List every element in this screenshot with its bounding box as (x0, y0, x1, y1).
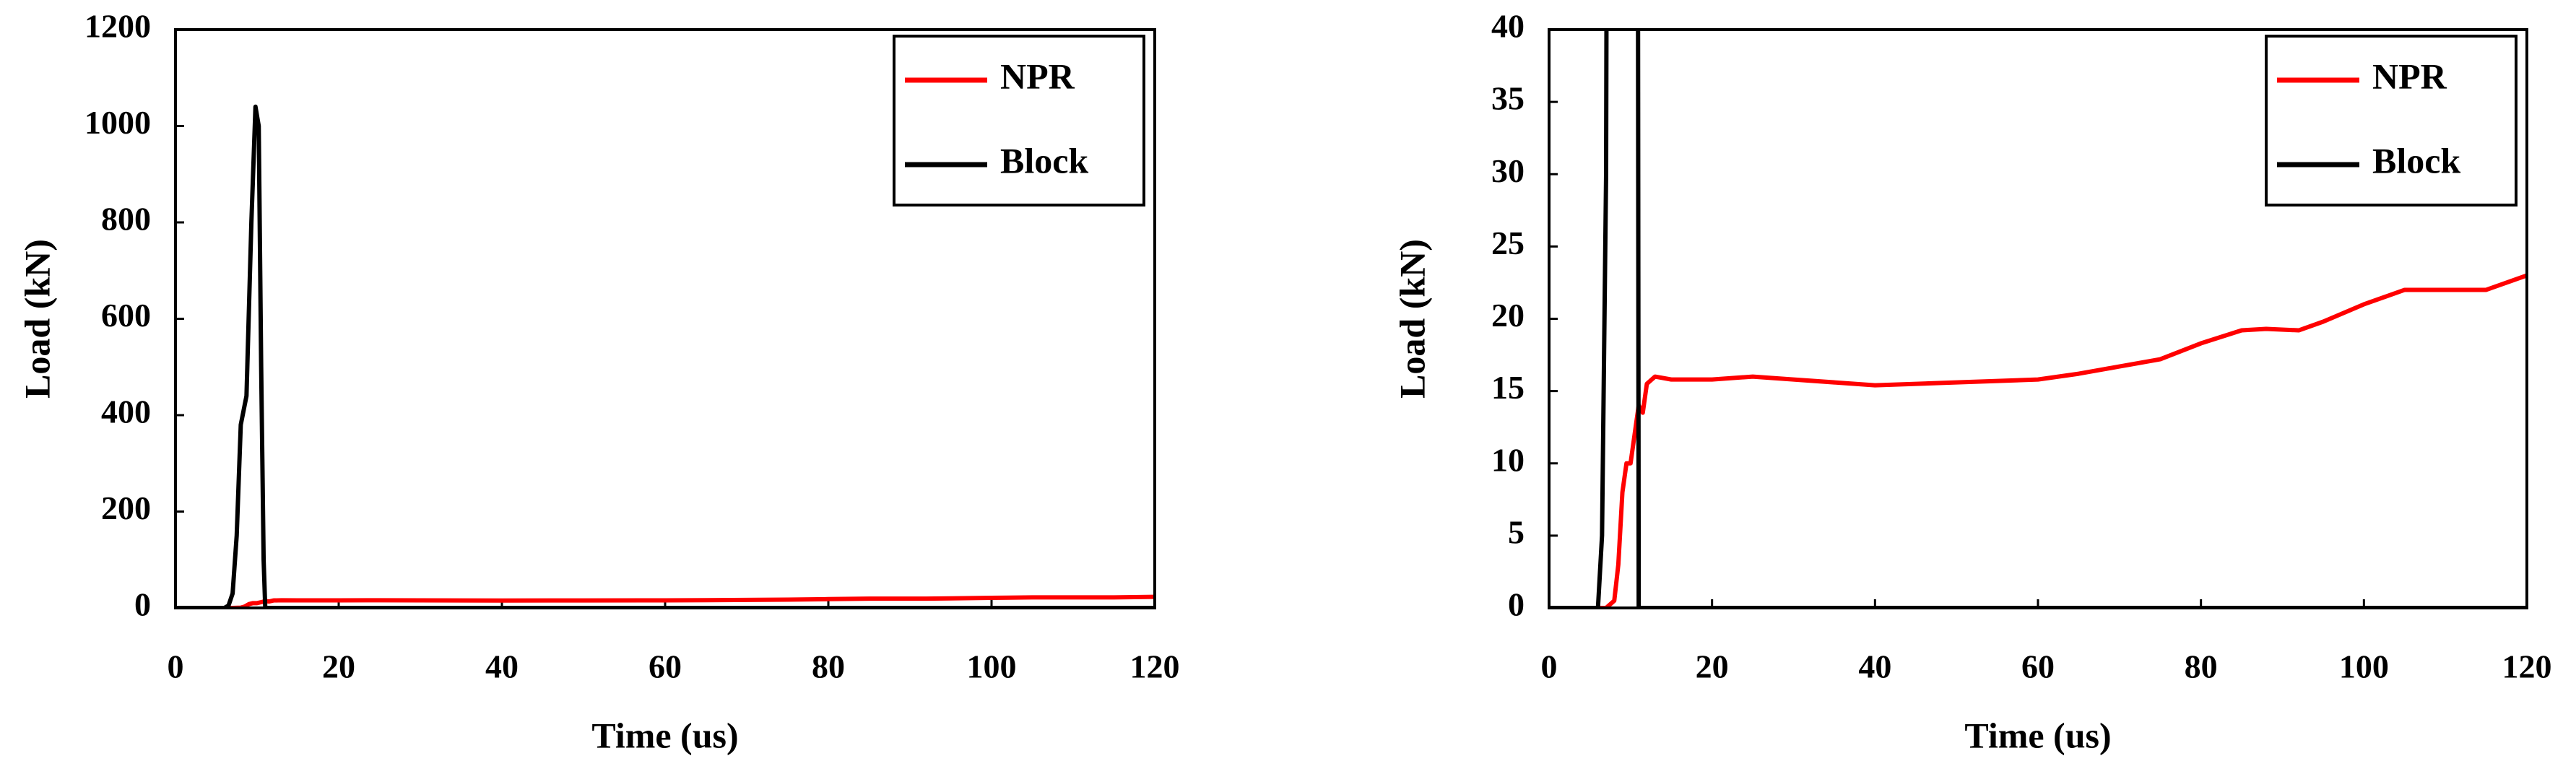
x-axis-label: Time (us) (1964, 715, 2111, 755)
series-line (1549, 273, 2527, 608)
x-tick-label: 80 (2185, 648, 2218, 685)
chart: 0 20 40 60 80 100 120020040060080010001200Time… (17, 8, 1179, 756)
x-tick-label: 0 (1541, 648, 1558, 685)
legend-label: NPR (2372, 56, 2447, 96)
x-tick-label: 40 (485, 648, 519, 685)
y-axis-label: Load (kN) (17, 239, 57, 399)
series-line (175, 104, 1155, 608)
legend-box (2265, 35, 2518, 206)
y-tick-label: 30 (1491, 152, 1525, 189)
x-tick-label: 120 (1130, 648, 1180, 685)
y-tick-label: 1200 (84, 8, 151, 45)
y-tick-label: 40 (1491, 8, 1525, 45)
series-line (1549, 30, 2527, 608)
x-tick-label: 100 (2339, 648, 2389, 685)
y-tick-label: 200 (101, 490, 151, 526)
plot-frame (174, 28, 1156, 609)
x-tick-label: 60 (2021, 648, 2055, 685)
y-axis-label: Load (kN) (1392, 239, 1432, 399)
y-tick-label: 10 (1491, 441, 1525, 478)
x-tick-label: 0 (168, 648, 184, 685)
plot-frame (1548, 28, 2528, 609)
legend-label: NPR (1000, 56, 1075, 96)
y-tick-label: 1000 (84, 104, 151, 141)
y-tick-label: 800 (101, 201, 151, 238)
series-line (175, 594, 1155, 608)
y-tick-label: 0 (1508, 586, 1525, 623)
y-tick-label: 0 (134, 586, 151, 623)
chart: 0 20 40 60 80 100 120 0 5 10 15 20 25 30 35 40 Time (us)… (1392, 8, 2552, 756)
x-tick-label: 120 (2502, 648, 2552, 685)
x-tick-label: 40 (1858, 648, 1891, 685)
y-tick-label: 15 (1491, 369, 1525, 406)
legend-label: Block (1000, 140, 1088, 181)
y-tick-label: 5 (1508, 513, 1525, 550)
x-tick-label: 20 (1696, 648, 1729, 685)
x-tick-label: 80 (812, 648, 845, 685)
x-axis-label: Time (us) (591, 715, 738, 755)
legend-label: Block (2372, 140, 2460, 181)
y-tick-label: 20 (1491, 297, 1525, 334)
legend-box (893, 35, 1145, 206)
x-tick-label: 100 (967, 648, 1017, 685)
x-tick-label: 20 (322, 648, 355, 685)
y-tick-label: 400 (101, 393, 151, 430)
y-tick-label: 600 (101, 297, 151, 334)
y-tick-label: 25 (1491, 225, 1525, 261)
y-tick-label: 35 (1491, 80, 1525, 117)
x-tick-label: 60 (649, 648, 682, 685)
